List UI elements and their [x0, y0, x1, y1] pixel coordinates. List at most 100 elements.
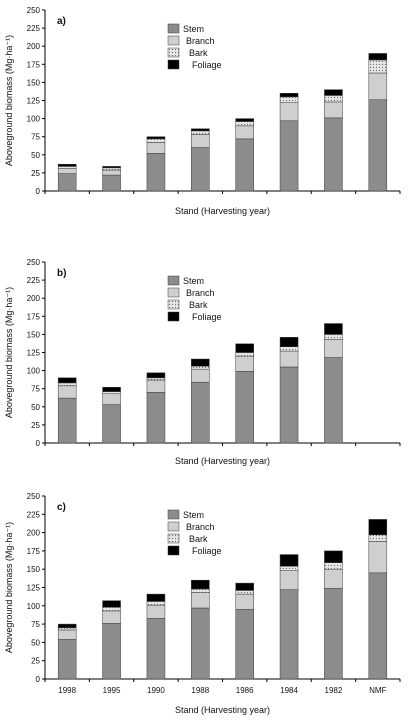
bar-segment-foliage	[57, 377, 77, 384]
y-tick-label: 125	[27, 349, 41, 358]
bar-segment-foliage	[235, 118, 254, 122]
legend-swatch-stem	[167, 23, 180, 34]
bar-segment-foliage	[279, 554, 299, 567]
y-tick-label: 100	[27, 367, 41, 376]
legend-label: Branch	[186, 522, 215, 532]
y-tick-label: 50	[31, 638, 40, 647]
legend-swatch-foliage	[167, 311, 180, 322]
bar-segment-branch	[279, 350, 299, 368]
bar-segment-branch	[368, 541, 388, 574]
bar-segment-foliage	[324, 550, 343, 563]
y-tick-label: 125	[27, 97, 41, 106]
bar-segment-branch	[235, 125, 254, 140]
legend-swatch-stem	[167, 509, 180, 520]
bar-segment-stem	[57, 639, 77, 680]
y-tick-label: 150	[27, 330, 41, 339]
legend-label: Branch	[186, 288, 215, 298]
legend-label: Stem	[183, 276, 204, 286]
y-tick-label: 75	[31, 620, 40, 629]
bar-segment-foliage	[368, 53, 388, 61]
bar-segment-foliage	[368, 519, 388, 536]
bar-segment-branch	[102, 393, 121, 405]
bar-segment-foliage	[146, 593, 166, 602]
bar-segment-stem	[324, 117, 343, 192]
bar-segment-stem	[191, 381, 210, 444]
chart-panel-1: 0 25 50 75 100 125 150 175 200 225 250 a) Stem Branch…	[4, 6, 401, 216]
legend-swatch-branch	[167, 35, 180, 46]
bar-segment-branch	[324, 339, 343, 358]
legend-label: Branch	[186, 36, 215, 46]
legend-label: Bark	[189, 534, 208, 544]
x-axis-title: Stand (Harvesting year)	[175, 456, 270, 466]
y-tick-label: 0	[36, 675, 41, 684]
bar-segment-stem	[235, 371, 254, 444]
bar-segment-branch	[102, 610, 121, 624]
panel-label: a)	[57, 16, 66, 27]
legend-label: Foliage	[192, 312, 222, 322]
y-tick-label: 175	[27, 312, 41, 321]
bar-segment-bark	[324, 562, 343, 570]
bar-segment-bark	[235, 352, 254, 357]
bar-segment-stem	[102, 623, 121, 680]
y-tick-label: 100	[27, 602, 41, 611]
y-tick-label: 0	[36, 439, 41, 448]
y-tick-label: 150	[27, 565, 41, 574]
y-tick-label: 25	[31, 169, 40, 178]
bar-segment-branch	[146, 379, 166, 393]
y-tick-label: 150	[27, 78, 41, 87]
panel-label: c)	[57, 502, 66, 513]
bar-segment-stem	[368, 572, 388, 680]
bar-segment-foliage	[102, 166, 121, 169]
bar-segment-bark	[57, 627, 77, 631]
bar-segment-bark	[279, 96, 299, 103]
bar-segment-foliage	[324, 323, 343, 335]
y-axis-title: Aboveground biomass (Mg·ha⁻¹)	[4, 287, 14, 418]
bar-segment-branch	[279, 102, 299, 122]
bar-segment-branch	[146, 604, 166, 619]
bar-segment-stem	[146, 153, 166, 192]
bar-segment-branch	[146, 142, 166, 154]
bar-segment-foliage	[102, 600, 121, 608]
legend-swatch-bark	[167, 47, 180, 58]
x-tick-label: 1998	[58, 686, 76, 695]
bar-segment-stem	[57, 173, 77, 192]
bar-segment-foliage	[102, 387, 121, 392]
y-tick-label: 75	[31, 385, 40, 394]
chart-panel-2: 0 25 50 75 100 125 150 175 200 225 250 b) Stem Branch…	[4, 258, 401, 466]
bar-segment-foliage	[279, 93, 299, 98]
bar-segment-bark	[279, 346, 299, 352]
bar-segment-stem	[102, 174, 121, 192]
legend-label: Foliage	[192, 60, 222, 70]
bar-segment-foliage	[146, 136, 166, 140]
y-tick-label: 175	[27, 60, 41, 69]
bar-segment-branch	[57, 385, 77, 399]
bar-segment-branch	[235, 355, 254, 372]
bar-segment-branch	[191, 368, 210, 383]
x-tick-label: 1986	[236, 686, 254, 695]
legend-label: Stem	[183, 510, 204, 520]
bar-segment-branch	[235, 593, 254, 610]
bar-segment-stem	[279, 120, 299, 192]
bar-segment-bark	[235, 590, 254, 595]
bar-segment-bark	[368, 59, 388, 74]
chart-panel-3: 0 25 50 75 100 125 150 175 200 225 250 1998 1995 1990…	[4, 492, 401, 715]
legend-swatch-branch	[167, 287, 180, 298]
bar-segment-branch	[368, 72, 388, 101]
bar-segment-stem	[146, 392, 166, 444]
legend-swatch-branch	[167, 521, 180, 532]
bar-segment-stem	[146, 617, 166, 680]
x-tick-label: 1995	[103, 686, 121, 695]
bar-segment-bark	[191, 130, 210, 135]
bar-segment-branch	[102, 169, 121, 176]
bar-segment-bark	[146, 138, 166, 143]
bar-segment-stem	[368, 99, 388, 192]
legend-swatch-stem	[167, 275, 180, 286]
bar-segment-branch	[191, 592, 210, 609]
panel-label: b)	[57, 268, 66, 279]
bar-segment-stem	[279, 366, 299, 444]
x-tick-label: 1988	[191, 686, 209, 695]
y-tick-label: 0	[36, 187, 41, 196]
bar-segment-stem	[324, 587, 343, 680]
y-tick-label: 200	[27, 294, 41, 303]
